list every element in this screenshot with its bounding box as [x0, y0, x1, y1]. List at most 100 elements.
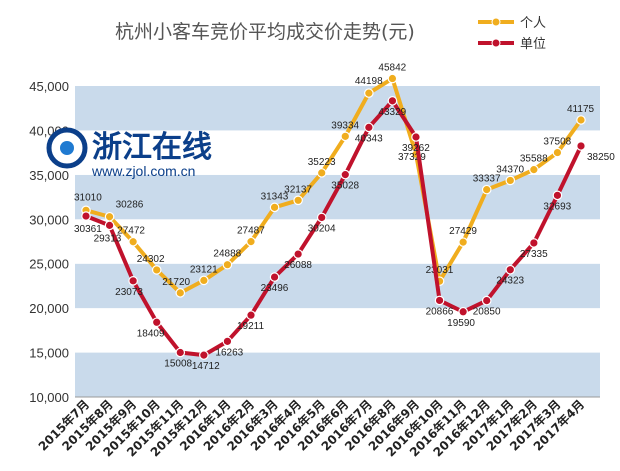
- data-label: 27335: [520, 249, 548, 260]
- legend-label-personal: 个人: [520, 16, 546, 31]
- data-point: [175, 347, 186, 358]
- data-label: 40343: [355, 133, 383, 144]
- data-point: [316, 168, 327, 178]
- chart-title: 杭州小客车竞价平均成交价走势(元): [115, 21, 415, 43]
- data-label: 32137: [284, 184, 312, 195]
- data-label: 21720: [162, 277, 190, 288]
- data-point: [81, 211, 91, 221]
- grid-band: [75, 352, 600, 397]
- data-point: [199, 275, 209, 286]
- data-label: 43329: [378, 107, 406, 118]
- data-point: [552, 147, 563, 158]
- data-label: 23121: [190, 264, 218, 275]
- data-point: [387, 73, 398, 84]
- data-point: [505, 264, 516, 275]
- logo-url: www.zjol.com.cn: [91, 163, 195, 179]
- watermark-logo: 浙江在线 www.zjol.com.cn: [46, 127, 212, 179]
- data-label: 23496: [261, 283, 289, 294]
- data-point: [458, 306, 468, 317]
- data-label: 14712: [192, 361, 220, 372]
- data-label: 34370: [496, 164, 524, 175]
- data-label: 32693: [543, 201, 571, 212]
- grid-band: [75, 130, 600, 175]
- data-label: 30286: [116, 200, 144, 211]
- data-point: [340, 131, 351, 142]
- legend-marker-personal: [491, 17, 501, 27]
- data-point: [128, 276, 138, 286]
- data-point: [293, 195, 303, 206]
- data-label: 18409: [137, 328, 165, 339]
- data-label: 41175: [567, 104, 595, 115]
- logo-core-icon: [60, 141, 74, 155]
- data-label: 23073: [115, 287, 143, 298]
- data-label: 35588: [520, 154, 548, 165]
- series-line: [85, 98, 583, 358]
- data-point: [576, 115, 586, 125]
- data-label: 35028: [331, 181, 359, 192]
- data-label: 16263: [215, 347, 243, 358]
- data-point: [481, 184, 492, 195]
- data-label: 44198: [355, 76, 383, 87]
- data-label: 23031: [426, 265, 454, 276]
- data-label: 39334: [331, 120, 359, 131]
- data-point: [387, 96, 398, 106]
- data-label: 19211: [237, 321, 265, 332]
- data-point: [104, 211, 115, 222]
- data-point: [199, 350, 209, 360]
- data-point: [246, 236, 256, 247]
- y-tick-label: 10,000: [29, 390, 69, 405]
- data-point: [529, 238, 539, 248]
- legend: 个人 单位: [478, 16, 546, 52]
- data-label: 39262: [402, 143, 430, 154]
- data-point: [411, 132, 421, 142]
- data-label: 19590: [447, 318, 475, 329]
- data-point: [246, 310, 256, 320]
- data-label: 33337: [473, 174, 501, 185]
- data-point: [293, 249, 303, 259]
- legend-label-unit: 单位: [520, 37, 546, 52]
- logo-name: 浙江在线: [92, 130, 212, 165]
- data-point: [340, 169, 351, 180]
- data-label: 31010: [74, 192, 102, 203]
- data-label: 29313: [94, 233, 122, 244]
- data-point: [222, 259, 233, 270]
- data-point: [529, 164, 539, 175]
- legend-marker-unit: [491, 38, 501, 48]
- data-label: 26088: [284, 260, 312, 271]
- data-label: 27472: [117, 226, 145, 237]
- data-label: 15008: [164, 359, 192, 370]
- data-label: 20850: [473, 307, 501, 318]
- data-point: [151, 317, 162, 328]
- data-label: 24302: [137, 254, 165, 265]
- data-label: 20866: [426, 306, 454, 317]
- data-point: [269, 272, 280, 282]
- data-point: [481, 295, 492, 306]
- y-tick-label: 25,000: [29, 257, 69, 272]
- data-point: [458, 237, 468, 247]
- data-point: [552, 190, 563, 201]
- data-point: [175, 288, 186, 298]
- data-point: [576, 141, 586, 151]
- data-point: [505, 175, 516, 186]
- data-label: 45842: [378, 63, 406, 74]
- data-point: [364, 88, 374, 98]
- grid-band: [75, 86, 600, 131]
- data-label: 27429: [449, 226, 477, 237]
- series-line: [85, 76, 583, 295]
- y-tick-label: 30,000: [29, 212, 69, 227]
- data-label: 30361: [74, 224, 102, 235]
- data-point: [104, 220, 115, 231]
- data-label: 37508: [543, 137, 571, 148]
- data-point: [269, 202, 280, 213]
- data-point: [364, 122, 374, 133]
- data-point: [128, 236, 138, 247]
- y-tick-label: 35,000: [29, 168, 69, 183]
- grid-bands: [75, 86, 600, 398]
- data-point: [434, 295, 445, 306]
- y-tick-label: 15,000: [29, 346, 69, 361]
